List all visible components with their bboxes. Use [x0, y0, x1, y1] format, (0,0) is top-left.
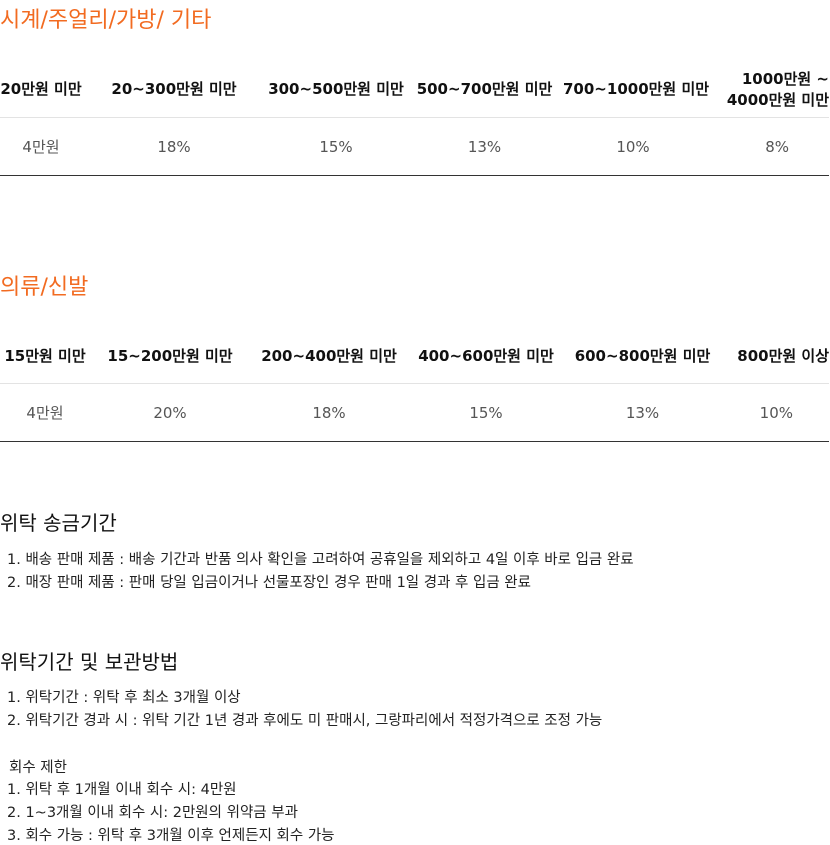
commission-value: 10%: [721, 383, 829, 442]
table-row: 4만원 18% 15% 13% 10% 8%: [0, 117, 829, 176]
list-item: 1. 위탁 후 1개월 이내 회수 시: 4만원: [7, 782, 237, 798]
commission-value: 13%: [406, 117, 563, 176]
commission-value: 15%: [408, 383, 564, 442]
table-row: 4만원 20% 18% 15% 13% 10%: [0, 383, 829, 442]
list-item: 2. 매장 판매 제품 : 판매 당일 입금이거나 선물포장인 경우 판매 1일…: [7, 575, 531, 591]
commission-value: 15%: [266, 117, 406, 176]
commission-value: 18%: [250, 383, 408, 442]
watch-commission-table: 20만원 미만 20~300만원 미만 300~500만원 미만 500~700…: [0, 62, 829, 176]
commission-value: 4만원: [0, 383, 90, 442]
price-range-header: 20만원 미만: [0, 62, 82, 118]
price-range-header: 20~300만원 미만: [82, 62, 266, 118]
price-range-header: 1000만원 ~ 4000만원 미만: [703, 62, 829, 118]
storage-period-title: 위탁기간 및 보관방법: [0, 650, 179, 674]
price-range-header: 500~700만원 미만: [406, 62, 563, 118]
clothing-commission-table: 15만원 미만 15~200만원 미만 200~400만원 미만 400~600…: [0, 329, 829, 442]
list-item: 2. 1~3개월 이내 회수 시: 2만원의 위약금 부과: [7, 805, 298, 821]
watch-category-title: 시계/주얼리/가방/ 기타: [0, 8, 212, 33]
remittance-period-title: 위탁 송금기간: [0, 511, 117, 535]
commission-value: 18%: [82, 117, 266, 176]
commission-value: 8%: [703, 117, 829, 176]
list-item: 3. 회수 가능 : 위탁 후 3개월 이후 언제든지 회수 가능: [7, 828, 335, 844]
commission-value: 10%: [563, 117, 703, 176]
price-range-header: 15만원 미만: [0, 329, 90, 384]
list-item: 2. 위탁기간 경과 시 : 위탁 기간 1년 경과 후에도 미 판매시, 그랑…: [7, 713, 603, 729]
price-range-header: 800만원 이상: [721, 329, 829, 384]
commission-value: 4만원: [0, 117, 82, 176]
price-range-header: 600~800만원 미만: [564, 329, 721, 384]
price-range-header: 15~200만원 미만: [90, 329, 250, 384]
list-item: 1. 위탁기간 : 위탁 후 최소 3개월 이상: [7, 690, 241, 706]
price-range-header: 300~500만원 미만: [266, 62, 406, 118]
table-header-row: 20만원 미만 20~300만원 미만 300~500만원 미만 500~700…: [0, 62, 829, 118]
list-item: 1. 배송 판매 제품 : 배송 기간과 반품 의사 확인을 고려하여 공휴일을…: [7, 552, 634, 568]
clothing-category-title: 의류/신발: [0, 275, 89, 300]
price-range-header: 200~400만원 미만: [250, 329, 408, 384]
price-range-header: 700~1000만원 미만: [563, 62, 709, 118]
commission-value: 13%: [564, 383, 721, 442]
table-header-row: 15만원 미만 15~200만원 미만 200~400만원 미만 400~600…: [0, 329, 829, 384]
commission-value: 20%: [90, 383, 250, 442]
recall-limit-title: 회수 제한: [9, 760, 67, 776]
price-range-header: 400~600만원 미만: [408, 329, 564, 384]
